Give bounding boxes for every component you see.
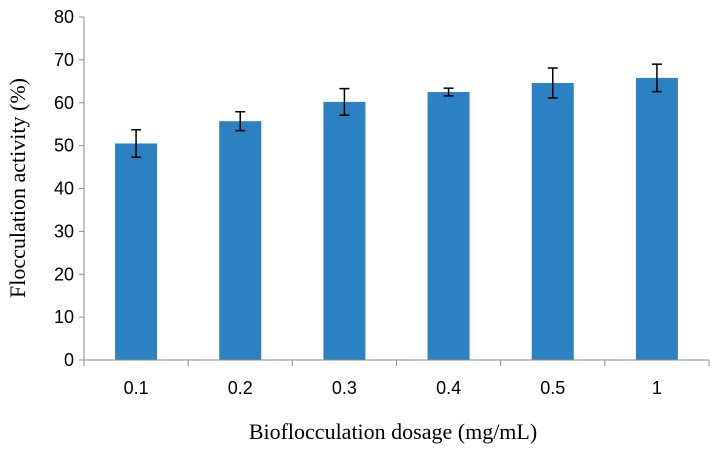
y-tick-label: 70	[54, 50, 74, 70]
x-tick-label: 0.3	[332, 378, 357, 398]
y-axis-title: Flocculation activity (%)	[5, 78, 30, 298]
x-axis-title: Bioflocculation dosage (mg/mL)	[249, 419, 537, 444]
y-axis: 0 10 20 30 40 50 60 70 80	[54, 7, 85, 370]
bar	[427, 92, 470, 360]
bar	[115, 143, 158, 360]
y-tick-label: 0	[64, 350, 74, 370]
x-axis: 0.1 0.2 0.3 0.4 0.5 1	[83, 359, 710, 398]
x-tick-label: 0.4	[436, 378, 461, 398]
bar	[323, 101, 366, 360]
y-tick-label: 30	[54, 221, 74, 241]
y-tick-label: 80	[54, 7, 74, 27]
bar	[635, 77, 678, 360]
y-tick-label: 50	[54, 136, 74, 156]
bars	[115, 77, 678, 360]
x-tick-label: 0.2	[228, 378, 253, 398]
error-bars	[131, 63, 662, 158]
x-tick-label: 1	[652, 378, 662, 398]
y-tick-label: 60	[54, 93, 74, 113]
y-tick-label: 20	[54, 264, 74, 284]
y-tick-label: 10	[54, 307, 74, 327]
bar	[531, 83, 574, 360]
bar	[219, 121, 262, 360]
x-tick-label: 0.1	[124, 378, 149, 398]
x-tick-label: 0.5	[540, 378, 565, 398]
y-tick-label: 40	[54, 179, 74, 199]
